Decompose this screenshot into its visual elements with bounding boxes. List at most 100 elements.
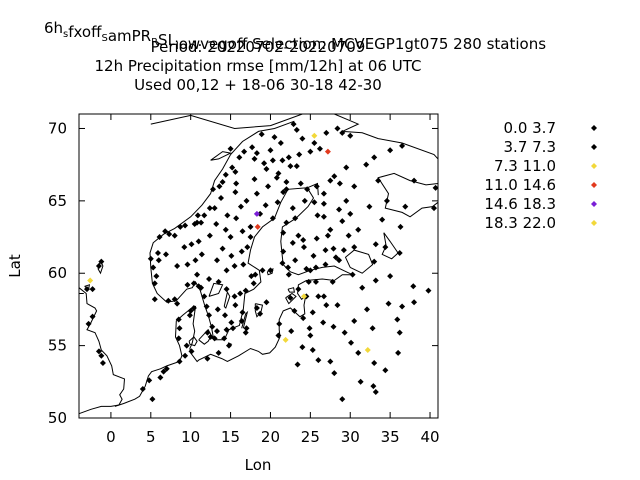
legend-label: 18.3 22.0 bbox=[484, 214, 556, 232]
legend-label: 11.0 14.6 bbox=[484, 176, 556, 194]
station-point-1 bbox=[315, 357, 322, 364]
station-point-1 bbox=[267, 267, 274, 274]
x-tick-label: 30 bbox=[341, 428, 360, 446]
station-point-1 bbox=[261, 160, 268, 167]
title-segment: l bbox=[176, 41, 179, 52]
station-point-1 bbox=[334, 125, 341, 132]
station-point-1 bbox=[174, 300, 181, 307]
station-point-1 bbox=[320, 319, 327, 326]
station-point-1 bbox=[387, 147, 394, 154]
station-point-1 bbox=[155, 257, 162, 264]
station-point-1 bbox=[95, 263, 102, 269]
station-point-1 bbox=[232, 168, 239, 175]
station-point-1 bbox=[85, 320, 92, 327]
station-point-1 bbox=[98, 352, 105, 359]
station-point-1 bbox=[265, 183, 272, 190]
station-point-1 bbox=[151, 296, 158, 303]
station-point-1 bbox=[371, 258, 378, 265]
station-point-1 bbox=[227, 145, 234, 152]
station-point-1 bbox=[239, 228, 246, 235]
station-point-1 bbox=[294, 361, 301, 368]
station-point-3 bbox=[311, 132, 318, 139]
station-point-1 bbox=[171, 232, 178, 239]
y-tick-label: 50 bbox=[48, 409, 67, 427]
coastline-segment bbox=[307, 182, 319, 196]
station-point-1 bbox=[99, 359, 106, 366]
station-point-5 bbox=[253, 210, 260, 217]
station-point-1 bbox=[299, 135, 306, 142]
station-point-1 bbox=[229, 325, 236, 332]
station-point-1 bbox=[297, 180, 304, 187]
title-segment: R bbox=[151, 37, 158, 48]
station-point-1 bbox=[267, 147, 274, 154]
station-point-1 bbox=[182, 352, 189, 359]
station-point-1 bbox=[231, 263, 238, 269]
station-point-1 bbox=[237, 203, 244, 210]
station-point-1 bbox=[372, 277, 379, 284]
station-point-1 bbox=[382, 244, 389, 251]
station-point-1 bbox=[206, 276, 213, 283]
legend-marker bbox=[591, 163, 597, 169]
station-point-1 bbox=[331, 173, 338, 180]
station-point-1 bbox=[194, 219, 201, 226]
station-point-1 bbox=[194, 271, 201, 278]
station-point-1 bbox=[316, 145, 323, 152]
station-point-1 bbox=[274, 199, 281, 206]
station-point-1 bbox=[184, 281, 191, 288]
station-point-1 bbox=[221, 335, 228, 342]
station-point-1 bbox=[248, 273, 255, 280]
station-point-1 bbox=[156, 234, 163, 241]
coastline-segment bbox=[344, 249, 374, 274]
x-tick-label: 10 bbox=[181, 428, 200, 446]
coastline-segment bbox=[287, 287, 295, 293]
station-point-1 bbox=[206, 232, 213, 239]
coastline-segment bbox=[208, 282, 224, 297]
station-point-1 bbox=[228, 319, 235, 326]
station-point-1 bbox=[322, 261, 329, 268]
station-point-1 bbox=[313, 183, 320, 190]
station-point-1 bbox=[187, 307, 194, 314]
station-point-1 bbox=[219, 179, 226, 186]
station-point-1 bbox=[331, 370, 338, 377]
station-point-1 bbox=[269, 215, 276, 222]
station-point-1 bbox=[175, 316, 182, 323]
station-point-1 bbox=[280, 229, 287, 236]
station-point-1 bbox=[304, 186, 311, 193]
station-point-1 bbox=[147, 255, 154, 262]
station-point-1 bbox=[224, 212, 231, 219]
station-point-4 bbox=[324, 148, 331, 155]
station-point-1 bbox=[98, 258, 105, 265]
station-point-1 bbox=[231, 293, 238, 300]
station-point-1 bbox=[369, 325, 376, 332]
station-point-1 bbox=[283, 179, 290, 186]
legend-marker bbox=[591, 144, 597, 150]
station-point-1 bbox=[160, 368, 167, 375]
station-point-1 bbox=[162, 251, 169, 258]
title-segment: S bbox=[101, 33, 107, 44]
station-point-1 bbox=[227, 234, 234, 241]
station-point-1 bbox=[183, 342, 190, 349]
station-point-1 bbox=[312, 278, 319, 285]
station-point-1 bbox=[253, 304, 260, 311]
station-point-1 bbox=[251, 176, 258, 183]
station-point-1 bbox=[150, 264, 157, 271]
station-point-1 bbox=[186, 312, 193, 319]
x-tick-label: 40 bbox=[420, 428, 439, 446]
title-segment: owvegoff Selection: MCVEGP1gt075 280 sta… bbox=[179, 35, 546, 53]
station-point-1 bbox=[201, 212, 208, 219]
station-point-1 bbox=[232, 302, 239, 309]
station-point-1 bbox=[371, 359, 378, 366]
station-point-1 bbox=[347, 210, 354, 217]
chart-title-line-3: 12h Precipitation rmse [mm/12h] at 06 UT… bbox=[95, 57, 422, 75]
station-point-1 bbox=[290, 121, 297, 128]
station-point-1 bbox=[345, 232, 352, 239]
x-tick-label: 15 bbox=[221, 428, 240, 446]
legend-marker bbox=[591, 182, 597, 188]
coastline-segment bbox=[149, 120, 308, 341]
station-point-1 bbox=[324, 232, 331, 239]
station-point-1 bbox=[372, 241, 379, 248]
station-point-1 bbox=[411, 299, 418, 306]
station-point-1 bbox=[210, 186, 217, 193]
station-point-1 bbox=[151, 280, 158, 287]
station-point-1 bbox=[431, 205, 438, 212]
